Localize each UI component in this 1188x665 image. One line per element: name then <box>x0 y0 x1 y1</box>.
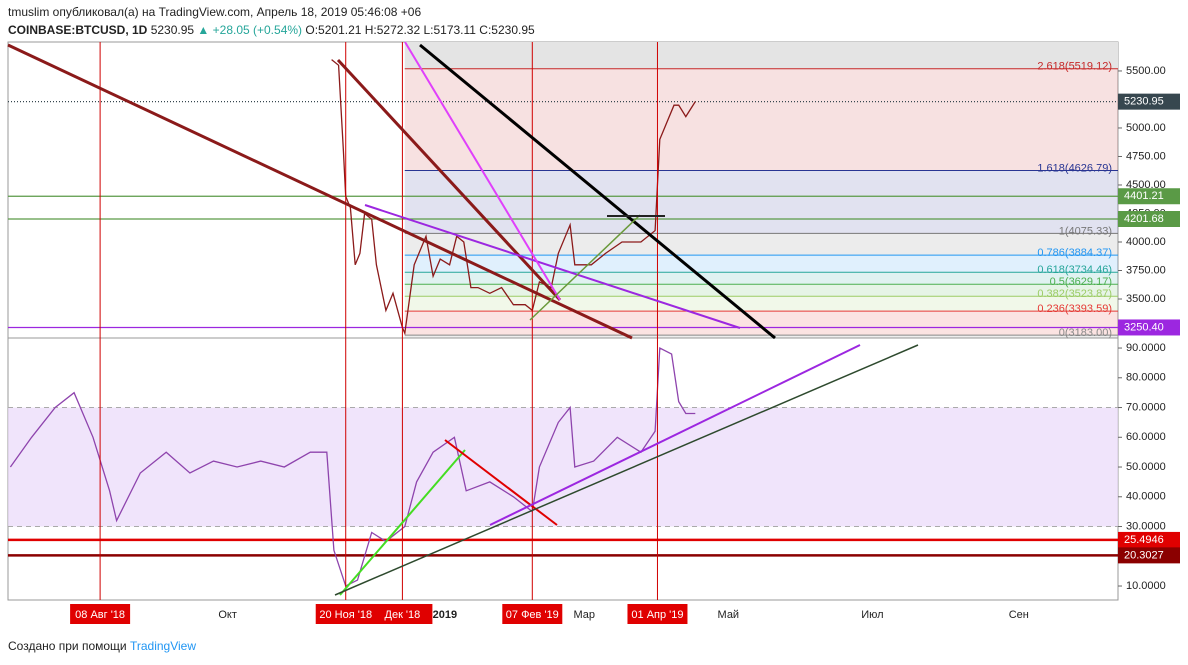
trend-line <box>7 43 633 340</box>
level-box <box>1118 210 1180 227</box>
level-label: 4201.68 <box>1124 213 1164 225</box>
y-tick-label: 90.0000 <box>1126 342 1166 354</box>
fib-zone <box>404 311 1118 336</box>
fib-label: 0.236(3393.59) <box>1037 303 1112 315</box>
trend-line <box>419 43 776 340</box>
y-tick-label: 30.0000 <box>1126 520 1166 532</box>
trend-line <box>364 204 741 329</box>
date-box <box>70 604 131 624</box>
level-box <box>1118 188 1180 205</box>
symbol: COINBASE:BTCUSD, 1D <box>8 23 148 37</box>
trend-line <box>404 41 561 301</box>
trend-line <box>444 439 558 526</box>
level-box <box>1118 547 1180 564</box>
fib-label: 1(4075.33) <box>1059 225 1112 237</box>
x-tick-label: Июл <box>861 609 883 621</box>
fib-zone <box>404 68 1118 171</box>
change: ▲ +28.05 (+0.54%) <box>197 23 303 37</box>
fib-label: 1.618(4626.79) <box>1037 162 1112 174</box>
fib-zone <box>404 335 1118 338</box>
y-tick-label: 3750.00 <box>1126 264 1166 276</box>
trend-line <box>334 344 919 596</box>
level-box <box>1118 531 1180 548</box>
chart: 3500.003750.004000.004250.004500.004750.… <box>7 41 1180 624</box>
x-tick-label: 08 Авг '18 <box>75 609 125 621</box>
footer-brand: TradingView <box>129 639 197 653</box>
y-tick-label: 4000.00 <box>1126 236 1166 248</box>
y-tick-label: 60.0000 <box>1126 431 1166 443</box>
fib-label: 0(3183.00) <box>1059 327 1112 339</box>
fib-zone <box>404 272 1118 285</box>
y-tick-label: 4750.00 <box>1126 150 1166 162</box>
date-box <box>315 604 376 624</box>
footer: Создано при помощи TradingView <box>8 639 196 653</box>
x-tick-label: 20 Ноя '18 <box>319 609 372 621</box>
fib-top <box>404 42 1118 69</box>
level-label: 5230.95 <box>1124 96 1164 108</box>
y-tick-label: 50.0000 <box>1126 461 1166 473</box>
date-box <box>502 604 563 624</box>
fib-zone <box>404 233 1118 256</box>
footer-text: Создано при помощи <box>8 639 127 653</box>
x-tick-label: 2019 <box>433 609 457 621</box>
x-tick-label: Дек '18 <box>385 609 421 621</box>
symbol-line: COINBASE:BTCUSD, 1D 5230.95 ▲ +28.05 (+0… <box>8 23 535 37</box>
y-tick-label: 80.0000 <box>1126 372 1166 384</box>
fib-label: 2.618(5519.12) <box>1037 61 1112 73</box>
y-tick-label: 10.0000 <box>1126 580 1166 592</box>
fib-label: 0.5(3629.17) <box>1050 276 1112 288</box>
y-tick-label: 5000.00 <box>1126 122 1166 134</box>
trend-line <box>336 58 562 302</box>
ohlc: O:5201.21 H:5272.32 L:5173.11 C:5230.95 <box>305 23 535 37</box>
x-tick-label: Сен <box>1009 609 1029 621</box>
level-box <box>1118 319 1180 336</box>
y-tick-label: 40.0000 <box>1126 491 1166 503</box>
trend-line <box>489 344 861 526</box>
last: 5230.95 <box>150 23 195 37</box>
fib-zone <box>404 284 1118 297</box>
level-label: 3250.40 <box>1124 321 1164 333</box>
x-tick-label: Мар <box>573 609 595 621</box>
series-line <box>331 59 696 336</box>
y-tick-label: 3500.00 <box>1126 293 1166 305</box>
trend-line <box>529 214 641 321</box>
y-tick-label: 70.0000 <box>1126 401 1166 413</box>
fib-label: 0.618(3734.46) <box>1037 264 1112 276</box>
fib-zone <box>404 296 1118 312</box>
trend-lines <box>7 41 919 596</box>
level-label: 25.4946 <box>1124 534 1164 546</box>
y-tick-label: 4500.00 <box>1126 179 1166 191</box>
published-line: tmuslim опубликовал(а) на TradingView.co… <box>8 5 422 19</box>
fib-zone <box>404 255 1118 273</box>
fib-zone <box>404 170 1118 234</box>
date-box <box>627 604 688 624</box>
fib-label: 0.786(3884.37) <box>1037 247 1112 259</box>
date-box <box>372 604 433 624</box>
x-tick-label: 07 Фев '19 <box>506 609 559 621</box>
rsi-band <box>8 407 1118 527</box>
level-box <box>1118 93 1180 110</box>
x-tick-label: Окт <box>218 609 237 621</box>
fib-label: 0.382(3523.87) <box>1037 288 1112 300</box>
level-label: 4401.21 <box>1124 190 1164 202</box>
trend-line <box>339 449 466 596</box>
series-line <box>9 346 696 587</box>
y-tick-label: 5500.00 <box>1126 65 1166 77</box>
x-tick-label: 01 Апр '19 <box>631 609 683 621</box>
x-tick-label: Май <box>718 609 740 621</box>
level-label: 20.3027 <box>1124 549 1164 561</box>
